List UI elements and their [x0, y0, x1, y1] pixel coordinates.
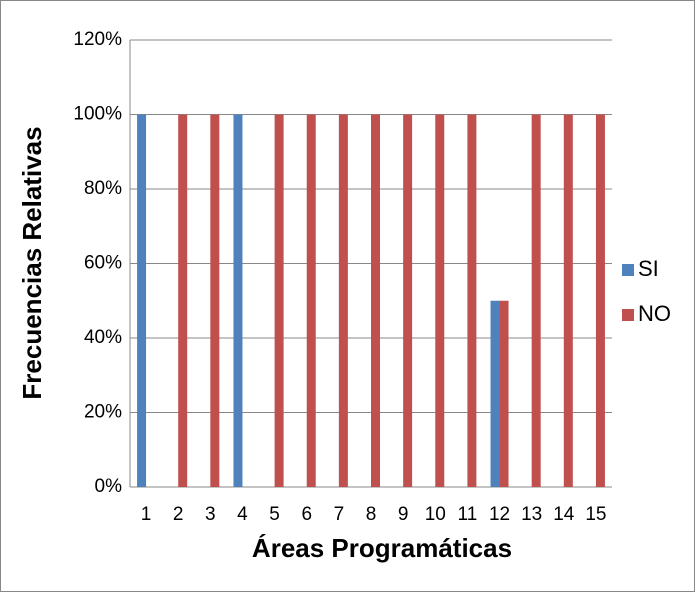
bar	[178, 114, 188, 487]
y-tick-label: 120%	[73, 29, 122, 50]
legend-swatch	[622, 264, 634, 276]
bar	[563, 114, 573, 487]
x-tick-label: 9	[398, 504, 409, 525]
x-tick-label: 4	[237, 504, 248, 525]
bar	[233, 114, 243, 487]
y-axis-title: Frecuencias Relativas	[17, 126, 47, 399]
legend-swatch	[622, 309, 634, 321]
bar	[338, 114, 348, 487]
x-tick-label: 7	[334, 504, 345, 525]
bar	[531, 114, 541, 487]
y-tick-label: 20%	[84, 402, 122, 423]
x-tick-label: 11	[458, 504, 478, 525]
x-tick-label: 5	[269, 504, 280, 525]
bar	[371, 114, 380, 487]
bar	[137, 114, 147, 487]
y-tick-label: 40%	[84, 327, 122, 348]
x-tick-label: 13	[521, 504, 542, 525]
legend-label: NO	[638, 301, 671, 326]
y-tick-label: 0%	[95, 476, 123, 497]
bar	[274, 114, 284, 487]
x-tick-label: 12	[489, 504, 510, 525]
x-axis-title: Áreas Programáticas	[252, 533, 512, 563]
bar	[467, 114, 477, 487]
bar	[490, 300, 500, 487]
y-tick-label: 100%	[73, 104, 122, 125]
x-tick-label: 10	[425, 504, 446, 525]
bar	[403, 114, 413, 487]
x-tick-label: 6	[301, 504, 312, 525]
bar	[595, 114, 605, 487]
x-tick-label: 15	[585, 504, 606, 525]
bar	[306, 114, 316, 487]
y-tick-label: 60%	[84, 253, 122, 274]
bar	[499, 300, 509, 487]
legend-label: SI	[638, 256, 659, 281]
bar	[435, 114, 445, 487]
x-tick-label: 3	[205, 504, 216, 525]
x-tick-label: 2	[173, 504, 184, 525]
x-tick-label: 14	[553, 504, 575, 525]
bar	[210, 114, 220, 487]
y-tick-label: 80%	[84, 178, 122, 199]
x-tick-label: 1	[141, 504, 152, 525]
x-tick-label: 8	[366, 504, 377, 525]
